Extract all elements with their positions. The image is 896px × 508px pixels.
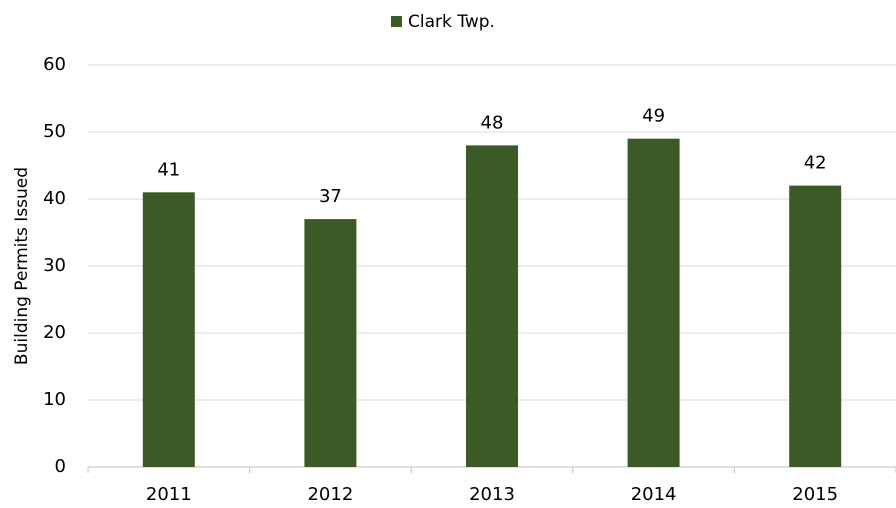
y-tick-label: 40 (43, 188, 66, 209)
legend-swatch (391, 16, 402, 27)
x-tick-label: 2013 (469, 484, 515, 505)
value-label: 48 (481, 112, 504, 133)
bar (789, 185, 842, 467)
y-tick-label: 50 (43, 121, 66, 142)
x-tick-label: 2012 (307, 484, 353, 505)
bar (466, 145, 518, 467)
y-tick-label: 30 (43, 255, 66, 276)
x-tick-label: 2015 (792, 484, 838, 505)
legend-label: Clark Twp. (408, 12, 495, 32)
bar (304, 219, 357, 467)
value-label: 37 (319, 186, 342, 207)
y-tick-label: 60 (43, 54, 66, 75)
value-label: 41 (157, 159, 180, 180)
y-tick-label: 10 (43, 389, 66, 410)
bar (142, 192, 195, 468)
x-tick-label: 2014 (631, 484, 677, 505)
x-tick-label: 2011 (146, 484, 192, 505)
y-axis-label: Building Permits Issued (12, 167, 32, 365)
value-label: 49 (642, 106, 665, 127)
value-label: 42 (804, 153, 827, 174)
y-tick-label: 20 (43, 322, 66, 343)
bar (627, 138, 680, 467)
y-tick-label: 0 (55, 456, 66, 477)
